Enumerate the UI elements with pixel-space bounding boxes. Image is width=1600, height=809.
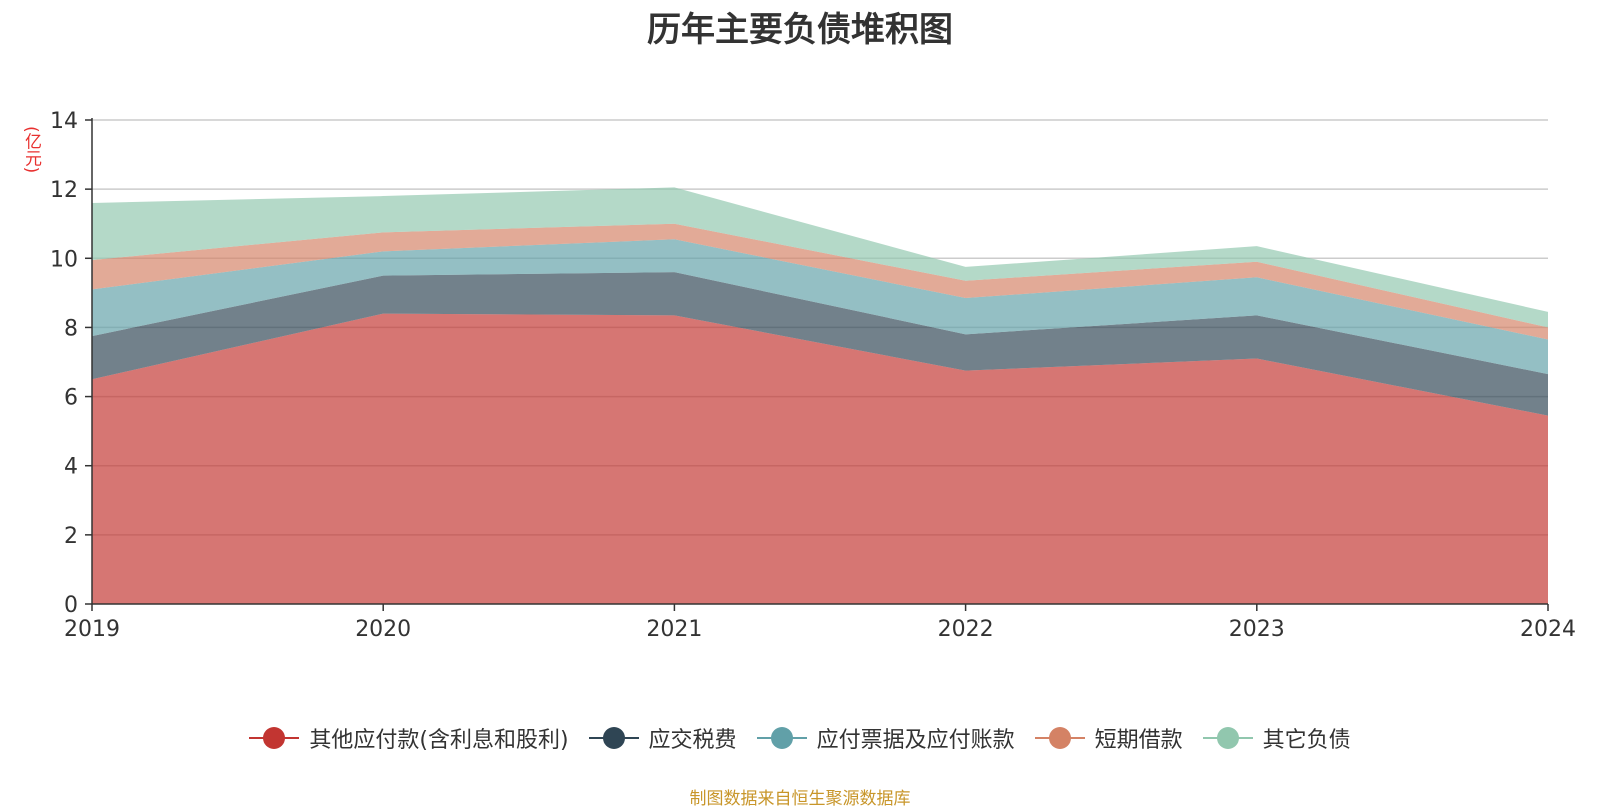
y-tick-label: 10	[50, 247, 78, 272]
y-tick-label: 14	[50, 109, 78, 134]
y-tick-label: 4	[64, 455, 78, 480]
legend-label: 应交税费	[648, 728, 737, 753]
area-series-5[interactable]	[92, 187, 1548, 328]
legend-item[interactable]: 应付票据及应付账款	[756, 722, 1015, 754]
y-tick-label: 2	[64, 524, 78, 549]
legend-item[interactable]: 其它负债	[1202, 722, 1351, 754]
chart-title: 历年主要负债堆积图	[647, 10, 953, 50]
y-axis-unit-label: (亿元)	[21, 126, 41, 174]
area-series-1[interactable]	[92, 313, 1548, 604]
area-series-2[interactable]	[92, 272, 1548, 416]
legend-item[interactable]: 短期借款	[1034, 722, 1183, 754]
legend-marker-icon	[756, 726, 807, 750]
legend-marker-icon	[588, 726, 639, 750]
x-tick-label: 2022	[938, 617, 994, 642]
area-series	[92, 187, 1548, 604]
legend-label: 短期借款	[1094, 728, 1183, 753]
legend: 其他应付款(含利息和股利) 应交税费 应付票据及应付账款 短期借款 其它负债	[0, 722, 1600, 754]
y-tick-label: 6	[64, 386, 78, 411]
legend-marker-icon	[1034, 726, 1085, 750]
legend-marker-icon	[249, 726, 300, 750]
legend-item[interactable]: 其他应付款(含利息和股利)	[249, 722, 569, 754]
x-tick-label: 2021	[646, 617, 702, 642]
x-tick-label: 2019	[64, 617, 120, 642]
area-series-3[interactable]	[92, 239, 1548, 375]
y-tick-label: 0	[64, 593, 78, 618]
x-tick-label: 2023	[1229, 617, 1285, 642]
y-tick-label: 8	[64, 316, 78, 341]
y-tick-label: 12	[50, 178, 78, 203]
legend-label: 应付票据及应付账款	[816, 728, 1015, 753]
legend-item[interactable]: 应交税费	[588, 722, 737, 754]
legend-label: 其它负债	[1262, 728, 1351, 753]
legend-label: 其他应付款(含利息和股利)	[309, 728, 569, 753]
legend-marker-icon	[1202, 726, 1253, 750]
x-tick-label: 2024	[1520, 617, 1576, 642]
axes: 0 2 4 6 8 10 12 14 2019 2020 2021 2022 2023 2024	[50, 109, 1576, 642]
x-tick-label: 2020	[355, 617, 411, 642]
source-note: 制图数据来自恒生聚源数据库	[689, 789, 911, 809]
